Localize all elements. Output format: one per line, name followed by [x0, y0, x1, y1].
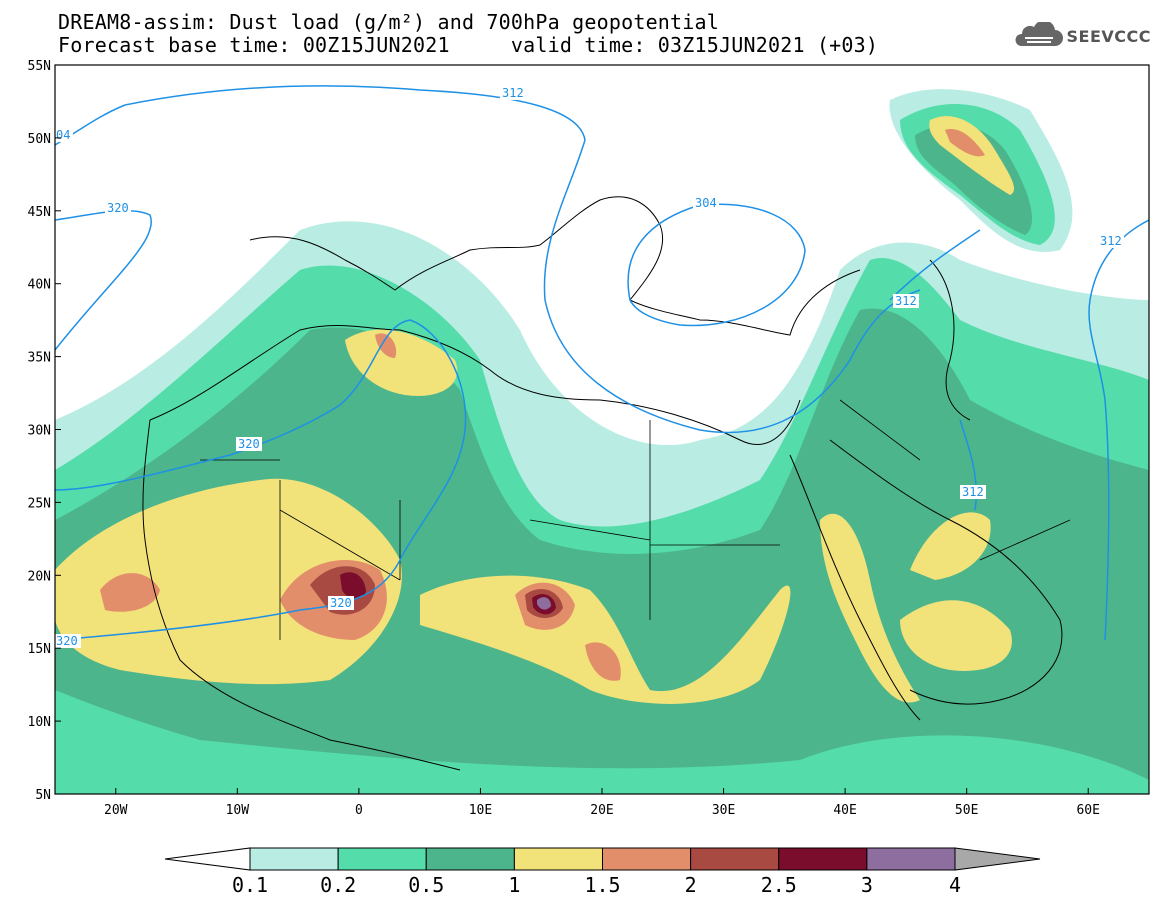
- lat-tick-label: 20N: [28, 569, 51, 584]
- coast-arabia: [829, 439, 1063, 705]
- lon-tick-label: 0: [355, 803, 363, 818]
- lon-tick-label: 10E: [469, 803, 492, 818]
- dust-field: [55, 89, 1149, 794]
- contour-320-sahara: [55, 319, 467, 641]
- contour-label: 320: [238, 437, 260, 451]
- coastlines: [142, 196, 1071, 771]
- contour-label: 320: [330, 596, 352, 610]
- chart-subtitle: Forecast base time: 00Z15JUN2021 valid t…: [58, 33, 879, 57]
- colorbar-segment: [690, 847, 780, 871]
- lon-tick-label: 20E: [590, 803, 613, 818]
- contour-label: 312: [1100, 234, 1122, 248]
- colorbar-label: 0.1: [232, 873, 268, 897]
- coast-europe: [249, 196, 861, 336]
- colorbar: 0.1 0.2 0.5 1 1.5 2 2.5 3 4: [164, 847, 1041, 897]
- lat-tick-label: 10N: [28, 715, 51, 730]
- colorbar-label: 2.5: [761, 873, 797, 897]
- contour-label: 320: [56, 634, 78, 648]
- lat-tick-label: 30N: [28, 424, 51, 439]
- dust-level-1.5-west: [100, 573, 160, 612]
- lat-tick-label: 55N: [28, 59, 51, 74]
- lat-tick-label: 5N: [35, 788, 51, 803]
- colorbar-label: 0.5: [408, 873, 444, 897]
- colorbar-label: 3: [861, 873, 873, 897]
- contour-320-west: [55, 209, 152, 351]
- dust-level-0.5-north: [915, 124, 1033, 235]
- contour-312-gulf: [959, 419, 978, 511]
- colorbar-label: 2: [685, 873, 697, 897]
- dust-level-1-arabia: [900, 600, 1012, 671]
- contour-label: 312: [895, 294, 917, 308]
- contour-label: 320: [107, 201, 129, 215]
- logo-text: SEEVCCC: [1066, 26, 1151, 46]
- colorbar-min-triangle: [164, 847, 251, 871]
- contour-312-north: [124, 85, 921, 434]
- contour-312-caspian: [889, 229, 981, 301]
- colorbar-label: 1: [508, 873, 520, 897]
- colorbar-segment: [866, 847, 956, 871]
- colorbar-label: 1.5: [584, 873, 620, 897]
- lon-tick-label: 20W: [104, 803, 128, 818]
- lon-tick-label: 60E: [1076, 803, 1099, 818]
- lat-tick-label: 15N: [28, 642, 51, 657]
- lat-tick-label: 25N: [28, 496, 51, 511]
- coast-redsea: [789, 454, 921, 721]
- seevccc-logo: SEEVCCC: [1011, 22, 1152, 50]
- dust-level-2.5-sahel: [340, 572, 366, 599]
- contour-label: 304: [695, 196, 717, 210]
- contour-312-east: [1088, 219, 1149, 641]
- lon-tick-label: 40E: [833, 803, 856, 818]
- lon-tick-label: 50E: [955, 803, 978, 818]
- colorbar-label: 0.2: [320, 873, 356, 897]
- cloud-icon: [1015, 22, 1063, 46]
- contour-label: 312: [962, 485, 984, 499]
- colorbar-segment: [249, 847, 339, 871]
- colorbar-segment: [513, 847, 603, 871]
- colorbar-segment: [778, 847, 868, 871]
- dust-level-1-central: [420, 575, 791, 704]
- lat-tick-label: 45N: [28, 205, 51, 220]
- lat-tick-label: 50N: [28, 132, 51, 147]
- contour-label: 04: [56, 128, 70, 142]
- colorbar-segment: [425, 847, 515, 871]
- dust-level-1.5-atlas: [375, 333, 397, 358]
- lon-tick-label: 30E: [712, 803, 735, 818]
- colorbar-max-triangle: [954, 847, 1041, 871]
- chart-title: DREAM8-assim: Dust load (g/m²) and 700hP…: [58, 10, 720, 34]
- contour-304-balkans: [627, 203, 806, 327]
- colorbar-segment: [337, 847, 427, 871]
- border-lines: [200, 399, 1071, 640]
- dust-level-1-redsea: [820, 513, 920, 703]
- dust-level-1.5-sudan: [585, 642, 621, 681]
- lat-tick-label: 35N: [28, 351, 51, 366]
- coast-west-africa: [142, 419, 461, 771]
- latitude-axis: 55N 50N 45N 40N 35N 30N 25N 20N 15N 10N 5N: [28, 59, 61, 803]
- dust-level-3-chad: [537, 597, 551, 610]
- coast-africa: [149, 325, 801, 445]
- contour-label: 312: [502, 86, 524, 100]
- dust-level-1-gulf: [910, 512, 991, 580]
- colorbar-segment: [602, 847, 692, 871]
- dust-level-1-atlas: [345, 329, 458, 396]
- colorbar-label: 4: [949, 873, 961, 897]
- contour-label-group: 312 304 320 320 320 04 312 312 312 320: [55, 86, 1124, 648]
- dust-level-1.5-north: [945, 129, 985, 157]
- geopotential-contours: [55, 85, 1149, 641]
- coast-caspian: [929, 259, 971, 421]
- lat-tick-label: 40N: [28, 278, 51, 293]
- longitude-axis: 20W 10W 0 10E 20E 30E 40E 50E 60E: [104, 788, 1100, 818]
- lon-tick-label: 10W: [226, 803, 250, 818]
